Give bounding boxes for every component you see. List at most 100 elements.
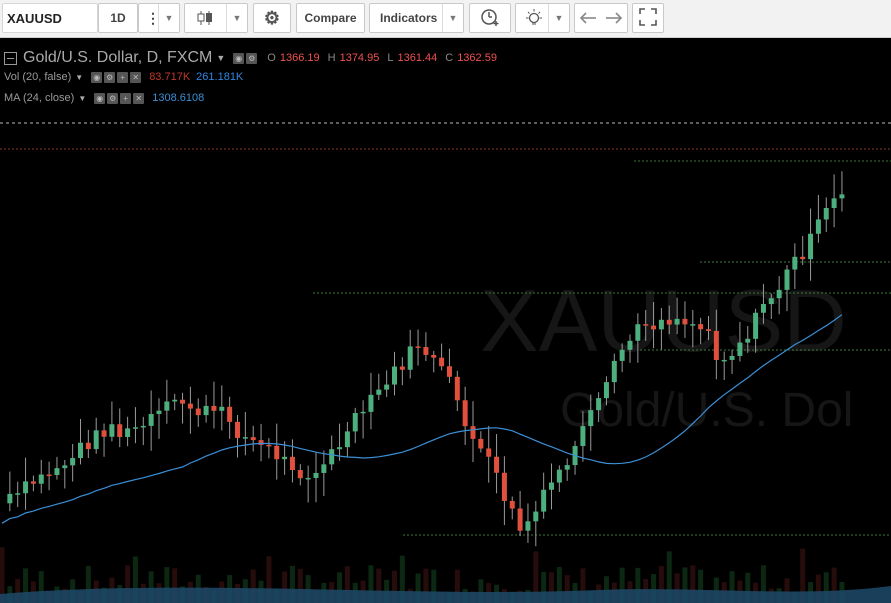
close-label: C <box>445 52 454 64</box>
candle-body <box>596 398 602 411</box>
chart-style-button[interactable]: ▼ <box>184 3 248 33</box>
candle-body <box>407 346 413 370</box>
candle-body <box>737 342 743 356</box>
volume-value-1: 83.717K <box>149 71 191 83</box>
candle-body <box>109 424 115 437</box>
volume-bar <box>289 565 295 603</box>
series-menu-icon[interactable]: ▼ <box>216 53 226 63</box>
candle-body <box>156 410 162 414</box>
settings-button[interactable]: ⚙ <box>253 3 291 33</box>
close-value: 1362.59 <box>457 52 497 64</box>
candle-body <box>666 319 672 325</box>
open-value: 1366.19 <box>279 52 320 64</box>
moving-average-line <box>1 314 843 524</box>
close-icon[interactable]: ✕ <box>133 92 145 104</box>
candles-icon <box>195 10 215 29</box>
add-icon[interactable]: + <box>120 92 132 104</box>
interval-button[interactable]: 1D <box>98 3 138 33</box>
candle-body <box>117 424 123 438</box>
candle-body <box>525 521 531 531</box>
candle-body <box>15 493 21 495</box>
candle-body <box>289 456 295 471</box>
volume-bar <box>305 575 311 603</box>
candle-body <box>682 318 688 325</box>
candle-body <box>140 425 146 428</box>
candle-body <box>219 406 225 411</box>
candle-body <box>611 360 617 383</box>
volume-ma-area <box>0 586 891 603</box>
candle-body <box>533 511 539 522</box>
candle-body <box>148 413 154 426</box>
redo-icon[interactable] <box>603 10 625 26</box>
settings-mini-icon[interactable]: ⚙ <box>104 71 116 83</box>
eye-icon[interactable]: ◉ <box>91 71 103 83</box>
add-icon[interactable]: + <box>117 71 129 83</box>
ma-label[interactable]: MA (24, close) <box>4 92 75 104</box>
eye-icon[interactable]: ◉ <box>94 92 106 104</box>
settings-mini-icon[interactable]: ⚙ <box>107 92 119 104</box>
candle-body <box>54 468 60 476</box>
volume-bar <box>831 567 837 603</box>
volume-bar <box>674 573 680 603</box>
volume-bar <box>564 575 570 603</box>
volume-bar <box>603 576 609 603</box>
candlestick-plot[interactable] <box>0 38 891 603</box>
candle-body <box>651 325 657 330</box>
interval-dropdown[interactable]: ⋮ ▼ <box>138 3 180 33</box>
candle-body <box>745 338 751 343</box>
close-icon[interactable]: ✕ <box>130 71 142 83</box>
alert-button[interactable] <box>469 3 511 33</box>
undo-icon[interactable] <box>579 10 601 26</box>
candle-body <box>376 389 382 395</box>
chevron-down-icon: ▼ <box>226 4 247 32</box>
gear-icon: ⚙ <box>263 7 281 28</box>
candle-body <box>23 481 29 494</box>
candle-body <box>101 430 107 437</box>
candle-body <box>446 366 452 377</box>
compare-button[interactable]: Compare <box>296 3 365 33</box>
candle-body <box>344 431 350 448</box>
settings-mini-icon[interactable]: ⚙ <box>246 52 258 64</box>
eye-icon[interactable]: ◉ <box>233 52 245 64</box>
volume-bar <box>760 565 766 603</box>
volume-bar <box>132 556 138 603</box>
candle-body <box>470 426 476 439</box>
volume-bar <box>729 571 735 603</box>
candle-body <box>38 474 44 484</box>
candle-body <box>235 421 240 438</box>
volume-bar <box>85 565 91 603</box>
symbol-input[interactable]: XAUUSD <box>2 3 98 33</box>
volume-bar <box>399 555 405 603</box>
candle-body <box>823 208 829 220</box>
indicators-button[interactable]: Indicators ▼ <box>369 3 464 33</box>
ma-legend: MA (24, close) ▼ ◉ ⚙ + ✕ 1308.6108 <box>4 92 204 104</box>
candle-body <box>211 405 217 411</box>
volume-label[interactable]: Vol (20, false) <box>4 71 72 83</box>
candle-body <box>258 440 264 445</box>
candle-body <box>46 474 52 477</box>
candle-body <box>125 428 131 438</box>
open-label: O <box>267 52 276 64</box>
volume-bar <box>541 571 547 603</box>
candle-body <box>815 219 821 234</box>
candle-body <box>352 413 358 432</box>
volume-bar <box>823 572 829 603</box>
candle-body <box>619 349 625 361</box>
candle-body <box>494 456 500 473</box>
indicators-label: Indicators <box>380 11 438 25</box>
volume-bar <box>282 571 288 603</box>
candle-body <box>509 500 515 509</box>
ideas-button[interactable]: ▼ <box>515 3 570 33</box>
fullscreen-button[interactable] <box>632 3 664 33</box>
price-chart[interactable]: XAUUSD Gold/U.S. Dol Gold/U.S. Dollar, D… <box>0 38 891 603</box>
candle-body <box>164 401 170 411</box>
undo-redo-group <box>574 3 628 33</box>
candle-body <box>337 447 343 450</box>
candle-body <box>392 366 397 385</box>
collapse-icon[interactable] <box>4 51 17 65</box>
chevron-down-icon: ▼ <box>548 4 569 32</box>
volume-menu-icon[interactable]: ▼ <box>75 72 84 82</box>
ma-menu-icon[interactable]: ▼ <box>78 93 87 103</box>
series-title[interactable]: Gold/U.S. Dollar, D, FXCM <box>23 49 213 66</box>
fullscreen-icon <box>639 7 657 29</box>
